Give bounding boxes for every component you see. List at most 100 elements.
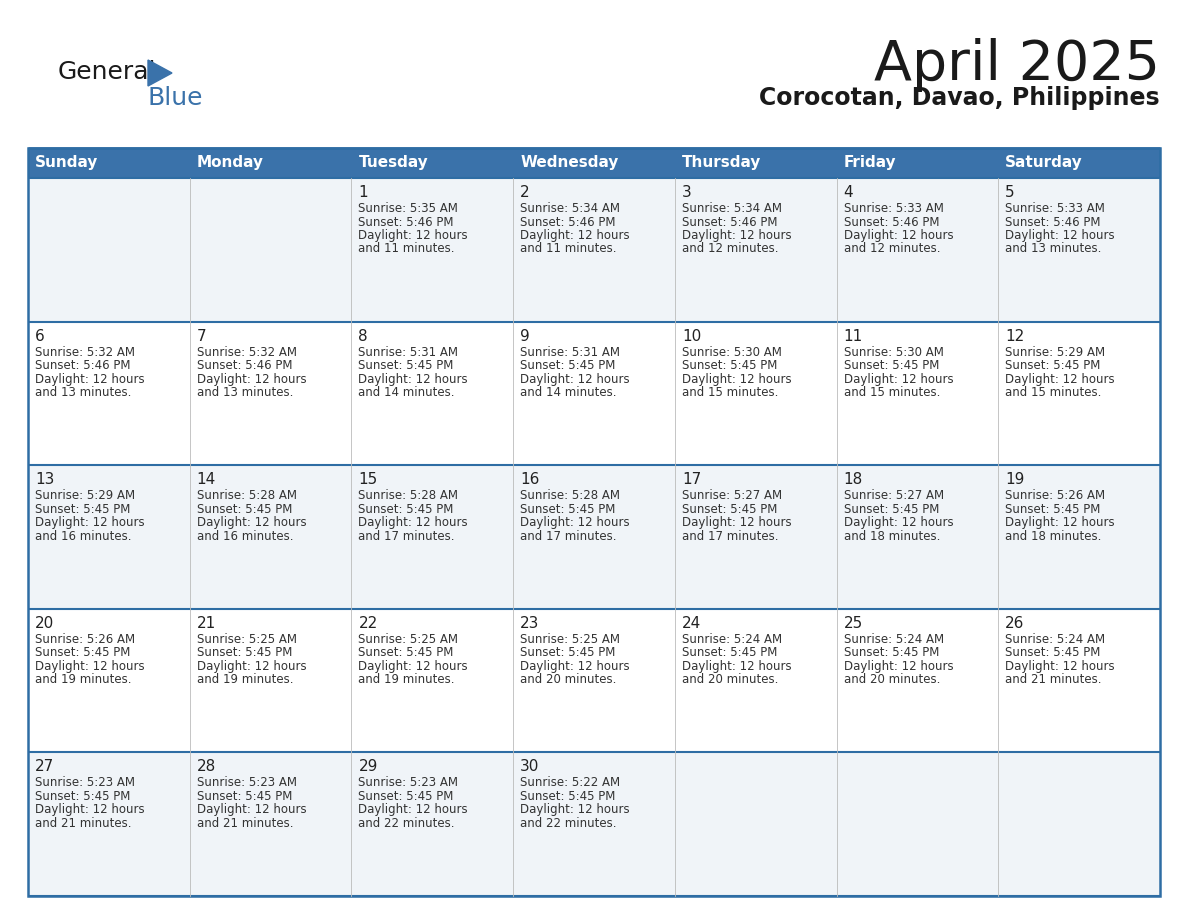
Text: Sunrise: 5:26 AM: Sunrise: 5:26 AM — [1005, 489, 1105, 502]
Bar — [190, 321, 352, 465]
Text: Daylight: 12 hours: Daylight: 12 hours — [1005, 660, 1114, 673]
Text: Daylight: 12 hours: Daylight: 12 hours — [682, 516, 791, 529]
Bar — [352, 178, 513, 321]
Text: and 14 minutes.: and 14 minutes. — [359, 386, 455, 399]
Text: and 21 minutes.: and 21 minutes. — [34, 817, 132, 830]
Text: Sunrise: 5:28 AM: Sunrise: 5:28 AM — [197, 489, 297, 502]
Bar — [352, 753, 513, 896]
Text: Daylight: 12 hours: Daylight: 12 hours — [682, 660, 791, 673]
Bar — [836, 148, 998, 178]
Text: 5: 5 — [1005, 185, 1015, 200]
Text: Sunrise: 5:23 AM: Sunrise: 5:23 AM — [359, 777, 459, 789]
Text: 6: 6 — [34, 329, 45, 343]
Text: 12: 12 — [1005, 329, 1024, 343]
Text: Daylight: 12 hours: Daylight: 12 hours — [359, 660, 468, 673]
Text: Sunrise: 5:32 AM: Sunrise: 5:32 AM — [197, 345, 297, 359]
Text: 20: 20 — [34, 616, 55, 631]
Text: Sunrise: 5:23 AM: Sunrise: 5:23 AM — [34, 777, 135, 789]
Bar — [352, 148, 513, 178]
Text: Wednesday: Wednesday — [520, 155, 619, 171]
Text: Sunrise: 5:24 AM: Sunrise: 5:24 AM — [682, 633, 782, 645]
Bar — [836, 321, 998, 465]
Text: Daylight: 12 hours: Daylight: 12 hours — [197, 660, 307, 673]
Bar — [998, 148, 1159, 178]
Text: Daylight: 12 hours: Daylight: 12 hours — [682, 373, 791, 386]
Text: Sunset: 5:45 PM: Sunset: 5:45 PM — [520, 646, 615, 659]
Text: Sunrise: 5:34 AM: Sunrise: 5:34 AM — [682, 202, 782, 215]
Text: Daylight: 12 hours: Daylight: 12 hours — [520, 803, 630, 816]
Text: and 19 minutes.: and 19 minutes. — [359, 673, 455, 687]
Text: Daylight: 12 hours: Daylight: 12 hours — [843, 373, 953, 386]
Bar — [998, 465, 1159, 609]
Bar — [513, 609, 675, 753]
Text: Sunrise: 5:26 AM: Sunrise: 5:26 AM — [34, 633, 135, 645]
Bar — [675, 465, 836, 609]
Text: and 12 minutes.: and 12 minutes. — [682, 242, 778, 255]
Text: Sunrise: 5:24 AM: Sunrise: 5:24 AM — [1005, 633, 1105, 645]
Bar — [836, 178, 998, 321]
Text: Sunset: 5:45 PM: Sunset: 5:45 PM — [197, 646, 292, 659]
Bar — [190, 465, 352, 609]
Text: Sunrise: 5:31 AM: Sunrise: 5:31 AM — [520, 345, 620, 359]
Bar — [836, 465, 998, 609]
Text: Daylight: 12 hours: Daylight: 12 hours — [359, 803, 468, 816]
Text: Sunrise: 5:25 AM: Sunrise: 5:25 AM — [520, 633, 620, 645]
Text: and 12 minutes.: and 12 minutes. — [843, 242, 940, 255]
Bar — [29, 148, 190, 178]
Text: and 13 minutes.: and 13 minutes. — [197, 386, 293, 399]
Text: Daylight: 12 hours: Daylight: 12 hours — [34, 803, 145, 816]
Text: 15: 15 — [359, 472, 378, 487]
Bar — [29, 753, 190, 896]
Text: Sunset: 5:45 PM: Sunset: 5:45 PM — [34, 789, 131, 803]
Bar — [513, 321, 675, 465]
Text: Daylight: 12 hours: Daylight: 12 hours — [843, 660, 953, 673]
Text: 14: 14 — [197, 472, 216, 487]
Bar — [29, 609, 190, 753]
Text: 18: 18 — [843, 472, 862, 487]
Text: Sunrise: 5:32 AM: Sunrise: 5:32 AM — [34, 345, 135, 359]
Text: 16: 16 — [520, 472, 539, 487]
Text: Tuesday: Tuesday — [359, 155, 428, 171]
Text: Sunset: 5:46 PM: Sunset: 5:46 PM — [1005, 216, 1101, 229]
Bar — [998, 753, 1159, 896]
Text: Sunset: 5:45 PM: Sunset: 5:45 PM — [359, 503, 454, 516]
Text: and 11 minutes.: and 11 minutes. — [359, 242, 455, 255]
Text: Daylight: 12 hours: Daylight: 12 hours — [843, 229, 953, 242]
Text: Sunrise: 5:35 AM: Sunrise: 5:35 AM — [359, 202, 459, 215]
Text: April 2025: April 2025 — [874, 38, 1159, 92]
Text: Sunset: 5:46 PM: Sunset: 5:46 PM — [843, 216, 939, 229]
Text: and 14 minutes.: and 14 minutes. — [520, 386, 617, 399]
Text: 27: 27 — [34, 759, 55, 775]
Text: Daylight: 12 hours: Daylight: 12 hours — [34, 516, 145, 529]
Text: 13: 13 — [34, 472, 55, 487]
Text: Daylight: 12 hours: Daylight: 12 hours — [34, 660, 145, 673]
Text: and 13 minutes.: and 13 minutes. — [34, 386, 132, 399]
Text: Daylight: 12 hours: Daylight: 12 hours — [1005, 373, 1114, 386]
Text: Sunset: 5:46 PM: Sunset: 5:46 PM — [34, 359, 131, 372]
Text: Saturday: Saturday — [1005, 155, 1083, 171]
Text: Blue: Blue — [148, 86, 203, 110]
Text: Sunset: 5:45 PM: Sunset: 5:45 PM — [843, 503, 939, 516]
Text: Sunset: 5:45 PM: Sunset: 5:45 PM — [1005, 503, 1100, 516]
Text: and 17 minutes.: and 17 minutes. — [520, 530, 617, 543]
Text: 11: 11 — [843, 329, 862, 343]
Text: Sunset: 5:45 PM: Sunset: 5:45 PM — [843, 646, 939, 659]
Text: and 19 minutes.: and 19 minutes. — [197, 673, 293, 687]
Text: Sunset: 5:46 PM: Sunset: 5:46 PM — [520, 216, 615, 229]
Text: Sunrise: 5:28 AM: Sunrise: 5:28 AM — [359, 489, 459, 502]
Text: and 21 minutes.: and 21 minutes. — [1005, 673, 1101, 687]
Bar — [675, 321, 836, 465]
Bar — [190, 753, 352, 896]
Text: Corocotan, Davao, Philippines: Corocotan, Davao, Philippines — [759, 86, 1159, 110]
Bar — [190, 178, 352, 321]
Text: and 17 minutes.: and 17 minutes. — [682, 530, 778, 543]
Bar — [513, 178, 675, 321]
Text: Sunrise: 5:25 AM: Sunrise: 5:25 AM — [197, 633, 297, 645]
Text: Sunrise: 5:24 AM: Sunrise: 5:24 AM — [843, 633, 943, 645]
Text: Sunset: 5:45 PM: Sunset: 5:45 PM — [34, 646, 131, 659]
Text: 17: 17 — [682, 472, 701, 487]
Text: 3: 3 — [682, 185, 691, 200]
Text: Daylight: 12 hours: Daylight: 12 hours — [520, 660, 630, 673]
Text: Sunset: 5:45 PM: Sunset: 5:45 PM — [520, 359, 615, 372]
Bar — [836, 753, 998, 896]
